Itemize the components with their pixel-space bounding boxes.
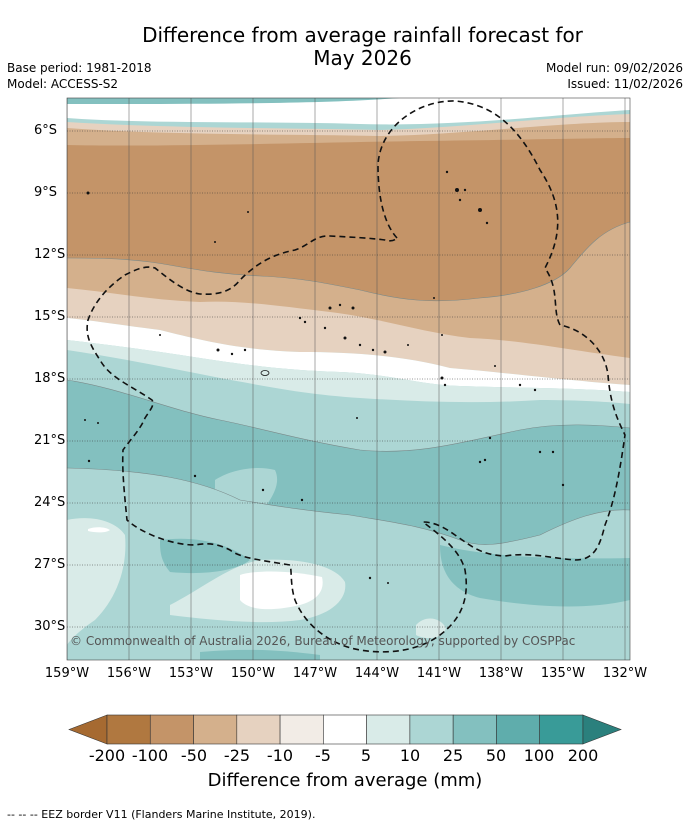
lat-label: 24°S	[34, 495, 66, 510]
colorbar-tick: 5	[360, 746, 372, 765]
patch-white-south	[240, 571, 323, 610]
colorbar-arrow-high	[582, 714, 622, 745]
title-line-2: May 2026	[313, 46, 412, 70]
colorbar-title: Difference from average (mm)	[207, 770, 483, 791]
colorbar-arrow-low	[68, 714, 108, 745]
colorbar	[68, 714, 622, 745]
colorbar-tick: 10	[399, 746, 421, 765]
lat-label: 12°S	[34, 247, 66, 262]
colorbar-tick: -25	[223, 746, 251, 765]
model-name: Model: ACCESS-S2	[7, 77, 119, 91]
patch-white-small	[88, 527, 110, 533]
base-period: Base period: 1981-2018	[7, 61, 152, 75]
map-title: Difference from average rainfall forecas…	[95, 24, 630, 70]
island-outline	[260, 370, 270, 376]
colorbar-segment	[496, 714, 540, 745]
patch-light-teal-1	[215, 468, 278, 513]
colorbar-segment	[149, 714, 194, 745]
lat-label: 21°S	[34, 433, 66, 448]
colorbar-tick: -50	[180, 746, 208, 765]
lon-label: 147°W	[292, 666, 338, 681]
copyright-notice: © Commonwealth of Australia 2026, Bureau…	[70, 634, 576, 648]
lon-label: 132°W	[602, 666, 648, 681]
lon-label: 159°W	[44, 666, 90, 681]
lon-label: 144°W	[354, 666, 400, 681]
patch-south-teal-1	[440, 545, 630, 607]
model-run: Model run: 09/02/2026	[545, 61, 683, 75]
colorbar-tick: -10	[266, 746, 294, 765]
contour-lines	[67, 221, 630, 545]
colorbar-segment	[539, 714, 584, 745]
colorbar-tick: 200	[567, 746, 599, 765]
colorbar-tick: -200	[88, 746, 126, 765]
band-dark-tan	[67, 138, 630, 301]
colorbar-segment	[452, 714, 497, 745]
patch-pale-southeast	[416, 618, 446, 639]
eez-legend: -- -- -- EEZ border V11 (Flanders Marine…	[7, 808, 316, 821]
colorbar-tick: 50	[485, 746, 507, 765]
colorbar-segment	[409, 714, 454, 745]
lon-label: 138°W	[478, 666, 524, 681]
colorbar-segment	[323, 714, 367, 745]
rainfall-map	[67, 98, 630, 660]
eez-border	[86, 100, 626, 653]
issued-date: Issued: 11/02/2026	[567, 77, 683, 91]
lon-label: 156°W	[106, 666, 152, 681]
colorbar-segment	[236, 714, 281, 745]
colorbar-tick: 100	[523, 746, 555, 765]
band-white-south	[67, 318, 630, 392]
lon-label: 141°W	[416, 666, 462, 681]
lat-label: 27°S	[34, 557, 66, 572]
band-pale-teal	[67, 340, 630, 404]
patch-south-teal-2	[160, 538, 250, 574]
lat-label: 6°S	[34, 123, 58, 138]
band-white-north	[67, 98, 630, 125]
colorbar-tick: -5	[315, 746, 331, 765]
colorbar-segment	[106, 714, 151, 745]
lat-label: 15°S	[34, 309, 66, 324]
lat-label: 30°S	[34, 619, 66, 634]
lat-label: 18°S	[34, 371, 66, 386]
meta-left: Base period: 1981-2018 Model: ACCESS-S2	[7, 60, 152, 92]
colorbar-segment	[279, 714, 324, 745]
colorbar-tick: 25	[442, 746, 464, 765]
band-mid-teal	[67, 380, 630, 545]
patch-pale-southwest	[67, 518, 126, 645]
islands	[84, 170, 565, 584]
lat-label: 9°S	[34, 185, 58, 200]
colorbar-segment	[193, 714, 238, 745]
band-bottom-teal	[200, 649, 320, 660]
title-line-1: Difference from average rainfall forecas…	[142, 23, 583, 47]
lon-label: 135°W	[540, 666, 586, 681]
meta-right: Model run: 09/02/2026 Issued: 11/02/2026	[546, 60, 683, 92]
colorbar-tick: -100	[131, 746, 169, 765]
lon-label: 153°W	[168, 666, 214, 681]
map-frame	[66, 97, 631, 661]
lon-label: 150°W	[230, 666, 276, 681]
colorbar-segment	[366, 714, 411, 745]
